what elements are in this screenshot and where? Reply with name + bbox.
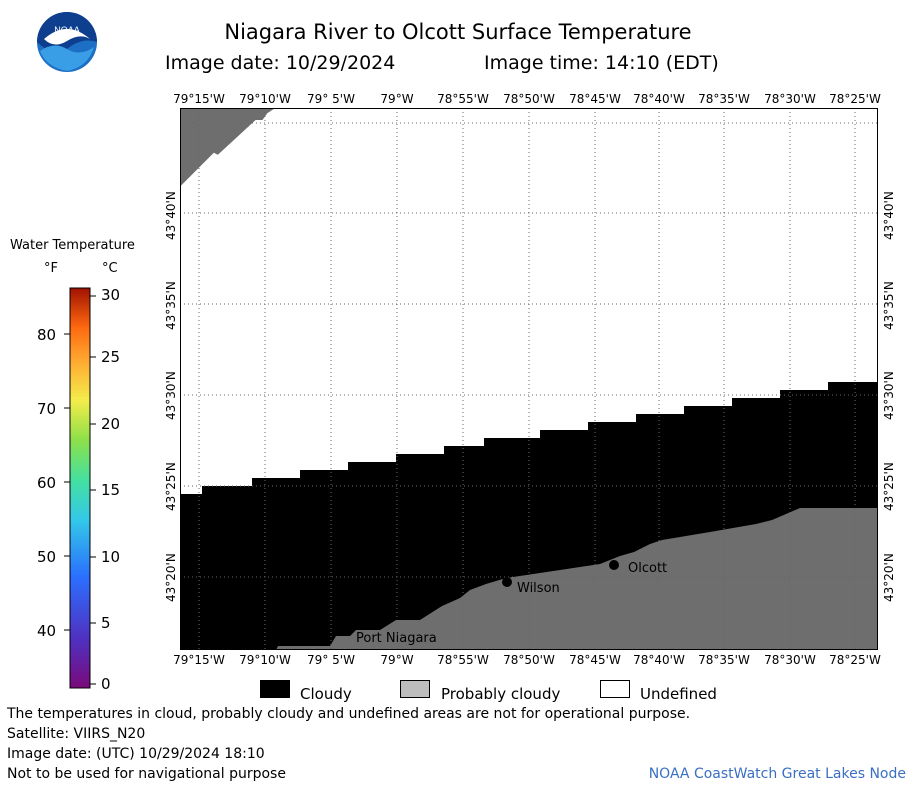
note-disclaimer: The temperatures in cloud, probably clou… — [7, 706, 691, 722]
colorbar-f-tick: 50 — [37, 548, 57, 566]
legend-swatch-undefined — [600, 680, 630, 698]
lon-label: 78°30'W — [764, 92, 816, 106]
lon-label: 78°25'W — [829, 92, 881, 106]
lon-label: 78°55'W — [437, 92, 489, 106]
lon-label: 79°W — [380, 92, 414, 106]
image-date: Image date: 10/29/2024 — [165, 52, 396, 74]
lon-label: 78°50'W — [503, 653, 555, 667]
lon-label: 79°10'W — [239, 653, 291, 667]
lat-label: 43°30'N — [882, 371, 896, 420]
colorbar-unit-f: °F — [44, 261, 58, 276]
lon-label: 78°45'W — [569, 92, 621, 106]
land-usa — [276, 508, 878, 650]
lat-label: 43°35'N — [882, 281, 896, 330]
colorbar-c-tick: 20 — [101, 415, 121, 433]
lon-label: 79°15'W — [173, 653, 225, 667]
lon-label: 78°55'W — [437, 653, 489, 667]
colorbar-c-tick: 5 — [101, 614, 111, 632]
colorbar-c-tick: 15 — [101, 481, 121, 499]
lon-label: 78°25'W — [829, 653, 881, 667]
legend-swatch-probably-cloudy — [400, 680, 430, 698]
lon-label: 78°40'W — [633, 92, 685, 106]
lon-label: 79° 5'W — [307, 653, 355, 667]
lon-label: 79° 5'W — [307, 92, 355, 106]
town-marker-olcott — [609, 560, 619, 570]
map-panel — [180, 108, 878, 650]
lat-label: 43°40'N — [164, 191, 178, 240]
lon-label: 78°35'W — [698, 92, 750, 106]
lat-label: 43°35'N — [164, 281, 178, 330]
image-time: Image time: 14:10 (EDT) — [484, 52, 719, 74]
lat-label: 43°20'N — [882, 553, 896, 602]
credit-link[interactable]: NOAA CoastWatch Great Lakes Node — [648, 766, 906, 782]
legend-label-probably-cloudy: Probably cloudy — [441, 685, 561, 703]
lon-label: 78°50'W — [503, 92, 555, 106]
colorbar-c-tick: 30 — [101, 286, 121, 304]
lon-label: 79°10'W — [239, 92, 291, 106]
legend-label-undefined: Undefined — [640, 685, 717, 703]
lat-label: 43°30'N — [164, 371, 178, 420]
noaa-logo-icon: NOAA — [37, 12, 97, 72]
colorbar-f-tick: 60 — [37, 474, 57, 492]
lon-label: 78°45'W — [569, 653, 621, 667]
shoreline-canada — [180, 108, 278, 189]
graticule — [180, 108, 878, 650]
place-label-olcott: Olcott — [628, 561, 668, 576]
colorbar-f-tick: 70 — [37, 400, 57, 418]
legend-label-cloudy: Cloudy — [300, 685, 352, 703]
map-border — [180, 108, 878, 650]
lat-label: 43°20'N — [164, 553, 178, 602]
town-marker-wilson — [502, 577, 512, 587]
lat-label: 43°25'N — [164, 462, 178, 511]
page-title: Niagara River to Olcott Surface Temperat… — [224, 20, 692, 44]
lon-label: 78°35'W — [698, 653, 750, 667]
legend-swatch-cloudy — [260, 680, 290, 698]
place-label-port-niagara: Port Niagara — [356, 631, 437, 646]
lon-label: 78°30'W — [764, 653, 816, 667]
colorbar-c-tick: 10 — [101, 548, 121, 566]
colorbar-c-tick: 25 — [101, 348, 121, 366]
lon-label: 78°40'W — [633, 653, 685, 667]
note-utc-date: Image date: (UTC) 10/29/2024 18:10 — [7, 746, 265, 762]
lat-label: 43°25'N — [882, 462, 896, 511]
note-navigation: Not to be used for navigational purpose — [7, 766, 286, 782]
colorbar-f-tick: 40 — [37, 622, 57, 640]
colorbar-unit-c: °C — [102, 261, 118, 276]
lon-label: 79°W — [380, 653, 414, 667]
lat-label: 43°40'N — [882, 191, 896, 240]
lon-label: 79°15'W — [173, 92, 225, 106]
logo-text: NOAA — [54, 25, 80, 35]
place-label-wilson: Wilson — [517, 581, 560, 596]
note-satellite: Satellite: VIIRS_N20 — [7, 726, 146, 742]
noaa-logo: NOAA — [36, 11, 98, 73]
land-canada — [180, 108, 277, 188]
colorbar-f-tick: 80 — [37, 326, 57, 344]
colorbar-scale — [64, 287, 96, 689]
colorbar-title: Water Temperature — [10, 238, 135, 253]
colorbar-c-tick: 0 — [101, 675, 111, 693]
